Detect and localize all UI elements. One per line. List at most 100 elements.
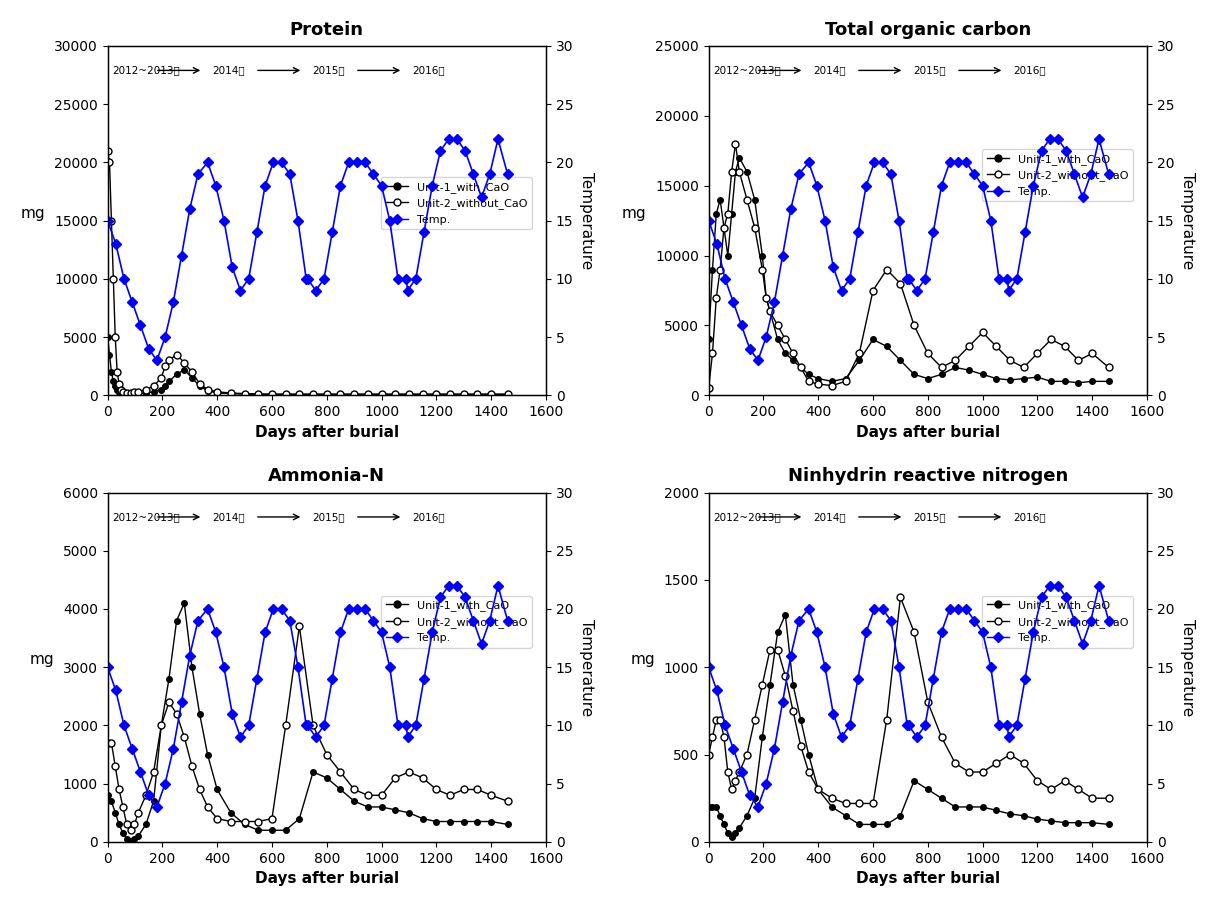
Unit-2_without_CaO [838,798,852,809]
Unit-1_with_CaO [210,387,225,398]
Unit-1_with_CaO [131,388,146,399]
Unit-2_without_CaO [102,157,117,168]
Text: 2012~2013년: 2012~2013년 [713,65,781,75]
Title: Ninhydrin reactive nitrogen: Ninhydrin reactive nitrogen [788,467,1068,485]
Unit-2_without_CaO [732,166,747,177]
Unit-2_without_CaO [250,388,265,399]
Unit-2_without_CaO [786,706,800,717]
Unit-2_without_CaO [347,389,361,400]
Unit-1_with_CaO [112,819,126,830]
Unit-1_with_CaO [713,810,727,821]
Unit-1_with_CaO [778,610,793,620]
Unit-2_without_CaO [716,732,731,743]
Unit-1_with_CaO [1058,817,1073,828]
Unit-2_without_CaO [1058,775,1073,786]
Temp. [491,580,506,591]
Unit-2_without_CaO [443,389,457,400]
Unit-2_without_CaO [305,720,320,731]
Unit-1_with_CaO [169,615,184,626]
Unit-1_with_CaO [361,802,376,813]
Text: 2016년: 2016년 [1013,65,1046,75]
Unit-2_without_CaO [716,222,731,233]
Unit-1_with_CaO [755,250,770,261]
Legend: Unit-1_with_CaO, Unit-2_without_CaO, Temp.: Unit-1_with_CaO, Unit-2_without_CaO, Tem… [381,177,531,229]
Y-axis label: Temperature: Temperature [1181,172,1195,269]
Unit-2_without_CaO [192,378,207,389]
Temp. [233,285,248,296]
Unit-2_without_CaO [185,366,199,377]
Unit-1_with_CaO [116,388,130,399]
Unit-1_with_CaO [838,810,852,821]
Unit-1_with_CaO [105,795,119,806]
Unit-2_without_CaO [801,766,816,777]
Title: Protein: Protein [289,21,364,39]
Title: Total organic carbon: Total organic carbon [824,21,1031,39]
Unit-2_without_CaO [146,381,161,392]
Unit-2_without_CaO [759,292,773,303]
Unit-1_with_CaO [713,194,727,205]
Unit-2_without_CaO [128,387,142,398]
Unit-1_with_CaO [728,166,743,177]
Temp. [201,157,215,168]
Unit-1_with_CaO [123,389,137,400]
Unit-1_with_CaO [824,375,839,386]
Unit-1_with_CaO [471,816,485,827]
Unit-2_without_CaO [1030,348,1045,359]
Unit-2_without_CaO [762,644,777,655]
Unit-1_with_CaO [1071,817,1086,828]
Temp. [500,169,514,180]
Temp. [375,180,389,191]
Unit-1_with_CaO [1030,372,1045,383]
Unit-2_without_CaO [112,378,126,389]
Unit-1_with_CaO [975,802,990,813]
Unit-1_with_CaO [989,373,1003,384]
Unit-1_with_CaO [224,807,238,818]
Unit-2_without_CaO [139,384,153,395]
Unit-1_with_CaO [154,720,169,731]
Unit-1_with_CaO [759,292,773,303]
Unit-1_with_CaO [748,194,762,205]
Unit-2_without_CaO [921,697,935,707]
Unit-1_with_CaO [762,679,777,690]
Unit-1_with_CaO [347,389,361,400]
Unit-2_without_CaO [265,389,280,400]
Unit-1_with_CaO [852,819,867,830]
Unit-1_with_CaO [278,824,293,835]
Unit-2_without_CaO [416,773,430,784]
Unit-2_without_CaO [824,380,839,391]
Temp. [750,355,765,366]
Unit-2_without_CaO [771,320,786,331]
Unit-2_without_CaO [265,814,280,824]
Unit-2_without_CaO [948,758,963,769]
Unit-2_without_CaO [852,798,867,809]
Unit-1_with_CaO [119,389,134,400]
Unit-2_without_CaO [962,766,976,777]
Text: 2012~2013년: 2012~2013년 [112,65,180,75]
Temp. [241,273,255,284]
Unit-1_with_CaO [1058,375,1073,386]
Unit-2_without_CaO [713,714,727,725]
Unit-1_with_CaO [237,389,252,400]
Unit-1_with_CaO [192,381,207,392]
Unit-1_with_CaO [921,784,935,795]
Unit-2_without_CaO [725,166,739,177]
Unit-2_without_CaO [162,697,176,707]
Line: Temp.: Temp. [705,136,1113,364]
Unit-2_without_CaO [893,592,907,603]
Y-axis label: mg: mg [621,206,647,220]
Unit-1_with_CaO [128,834,142,844]
Unit-1_with_CaO [824,802,839,813]
Unit-2_without_CaO [158,361,173,372]
Unit-2_without_CaO [1030,775,1045,786]
Unit-1_with_CaO [128,389,142,400]
Temp. [100,662,114,673]
Unit-1_with_CaO [112,386,126,397]
Unit-2_without_CaO [1085,793,1099,804]
Unit-1_with_CaO [811,373,826,384]
Text: 2016년: 2016년 [1013,512,1046,522]
Temp. [750,802,765,813]
Temp. [500,615,514,626]
Unit-1_with_CaO [732,823,747,834]
Unit-1_with_CaO [471,389,485,400]
Unit-1_with_CaO [500,819,514,830]
